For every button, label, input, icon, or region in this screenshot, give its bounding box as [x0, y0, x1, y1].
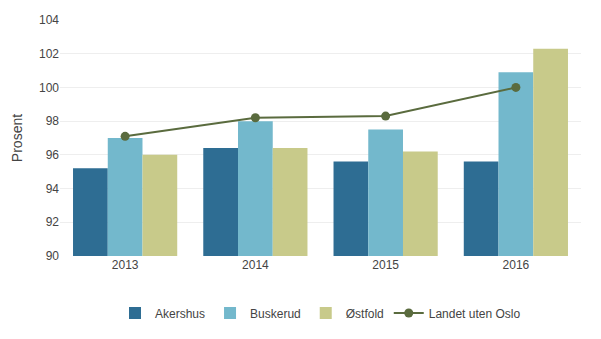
svg-text:100: 100 [39, 81, 59, 95]
svg-text:104: 104 [39, 13, 59, 27]
svg-text:2013: 2013 [112, 258, 139, 272]
svg-text:102: 102 [39, 47, 59, 61]
svg-text:96: 96 [46, 148, 60, 162]
svg-text:90: 90 [46, 249, 60, 263]
svg-text:Akershus: Akershus [155, 307, 205, 321]
svg-text:Prosent: Prosent [9, 114, 25, 162]
svg-text:Landet uten Oslo: Landet uten Oslo [429, 307, 521, 321]
svg-text:2014: 2014 [242, 258, 269, 272]
svg-text:2016: 2016 [503, 258, 530, 272]
svg-text:98: 98 [46, 114, 60, 128]
svg-text:Buskerud: Buskerud [250, 307, 301, 321]
svg-text:Østfold: Østfold [346, 307, 384, 321]
svg-text:92: 92 [46, 215, 60, 229]
svg-text:94: 94 [46, 182, 60, 196]
svg-text:2015: 2015 [372, 258, 399, 272]
